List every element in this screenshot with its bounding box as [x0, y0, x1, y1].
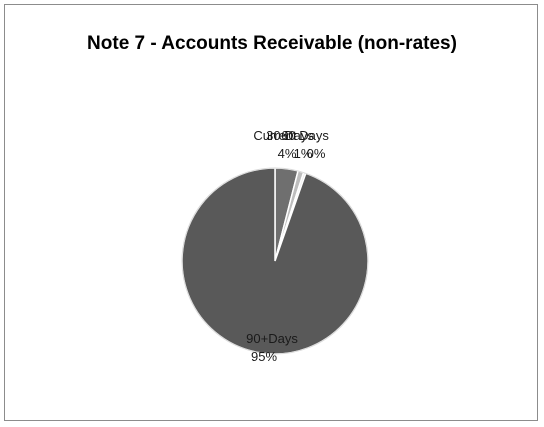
- slice-label: 30 Days: [266, 128, 314, 143]
- chart-title: Note 7 - Accounts Receivable (non-rates): [87, 33, 457, 54]
- slice-percent-label: 1%: [294, 146, 313, 161]
- pie-slice-90-days: [181, 167, 369, 355]
- slice-label: Current: [253, 128, 297, 143]
- slice-percent-label: 95%: [251, 349, 277, 364]
- slice-percent-label: 0%: [307, 146, 326, 161]
- pie-outline: [181, 167, 369, 355]
- slice-percent-label: 4%: [278, 146, 297, 161]
- slice-label: 60 Days: [281, 128, 329, 143]
- slice-label: 90+Days: [246, 331, 298, 346]
